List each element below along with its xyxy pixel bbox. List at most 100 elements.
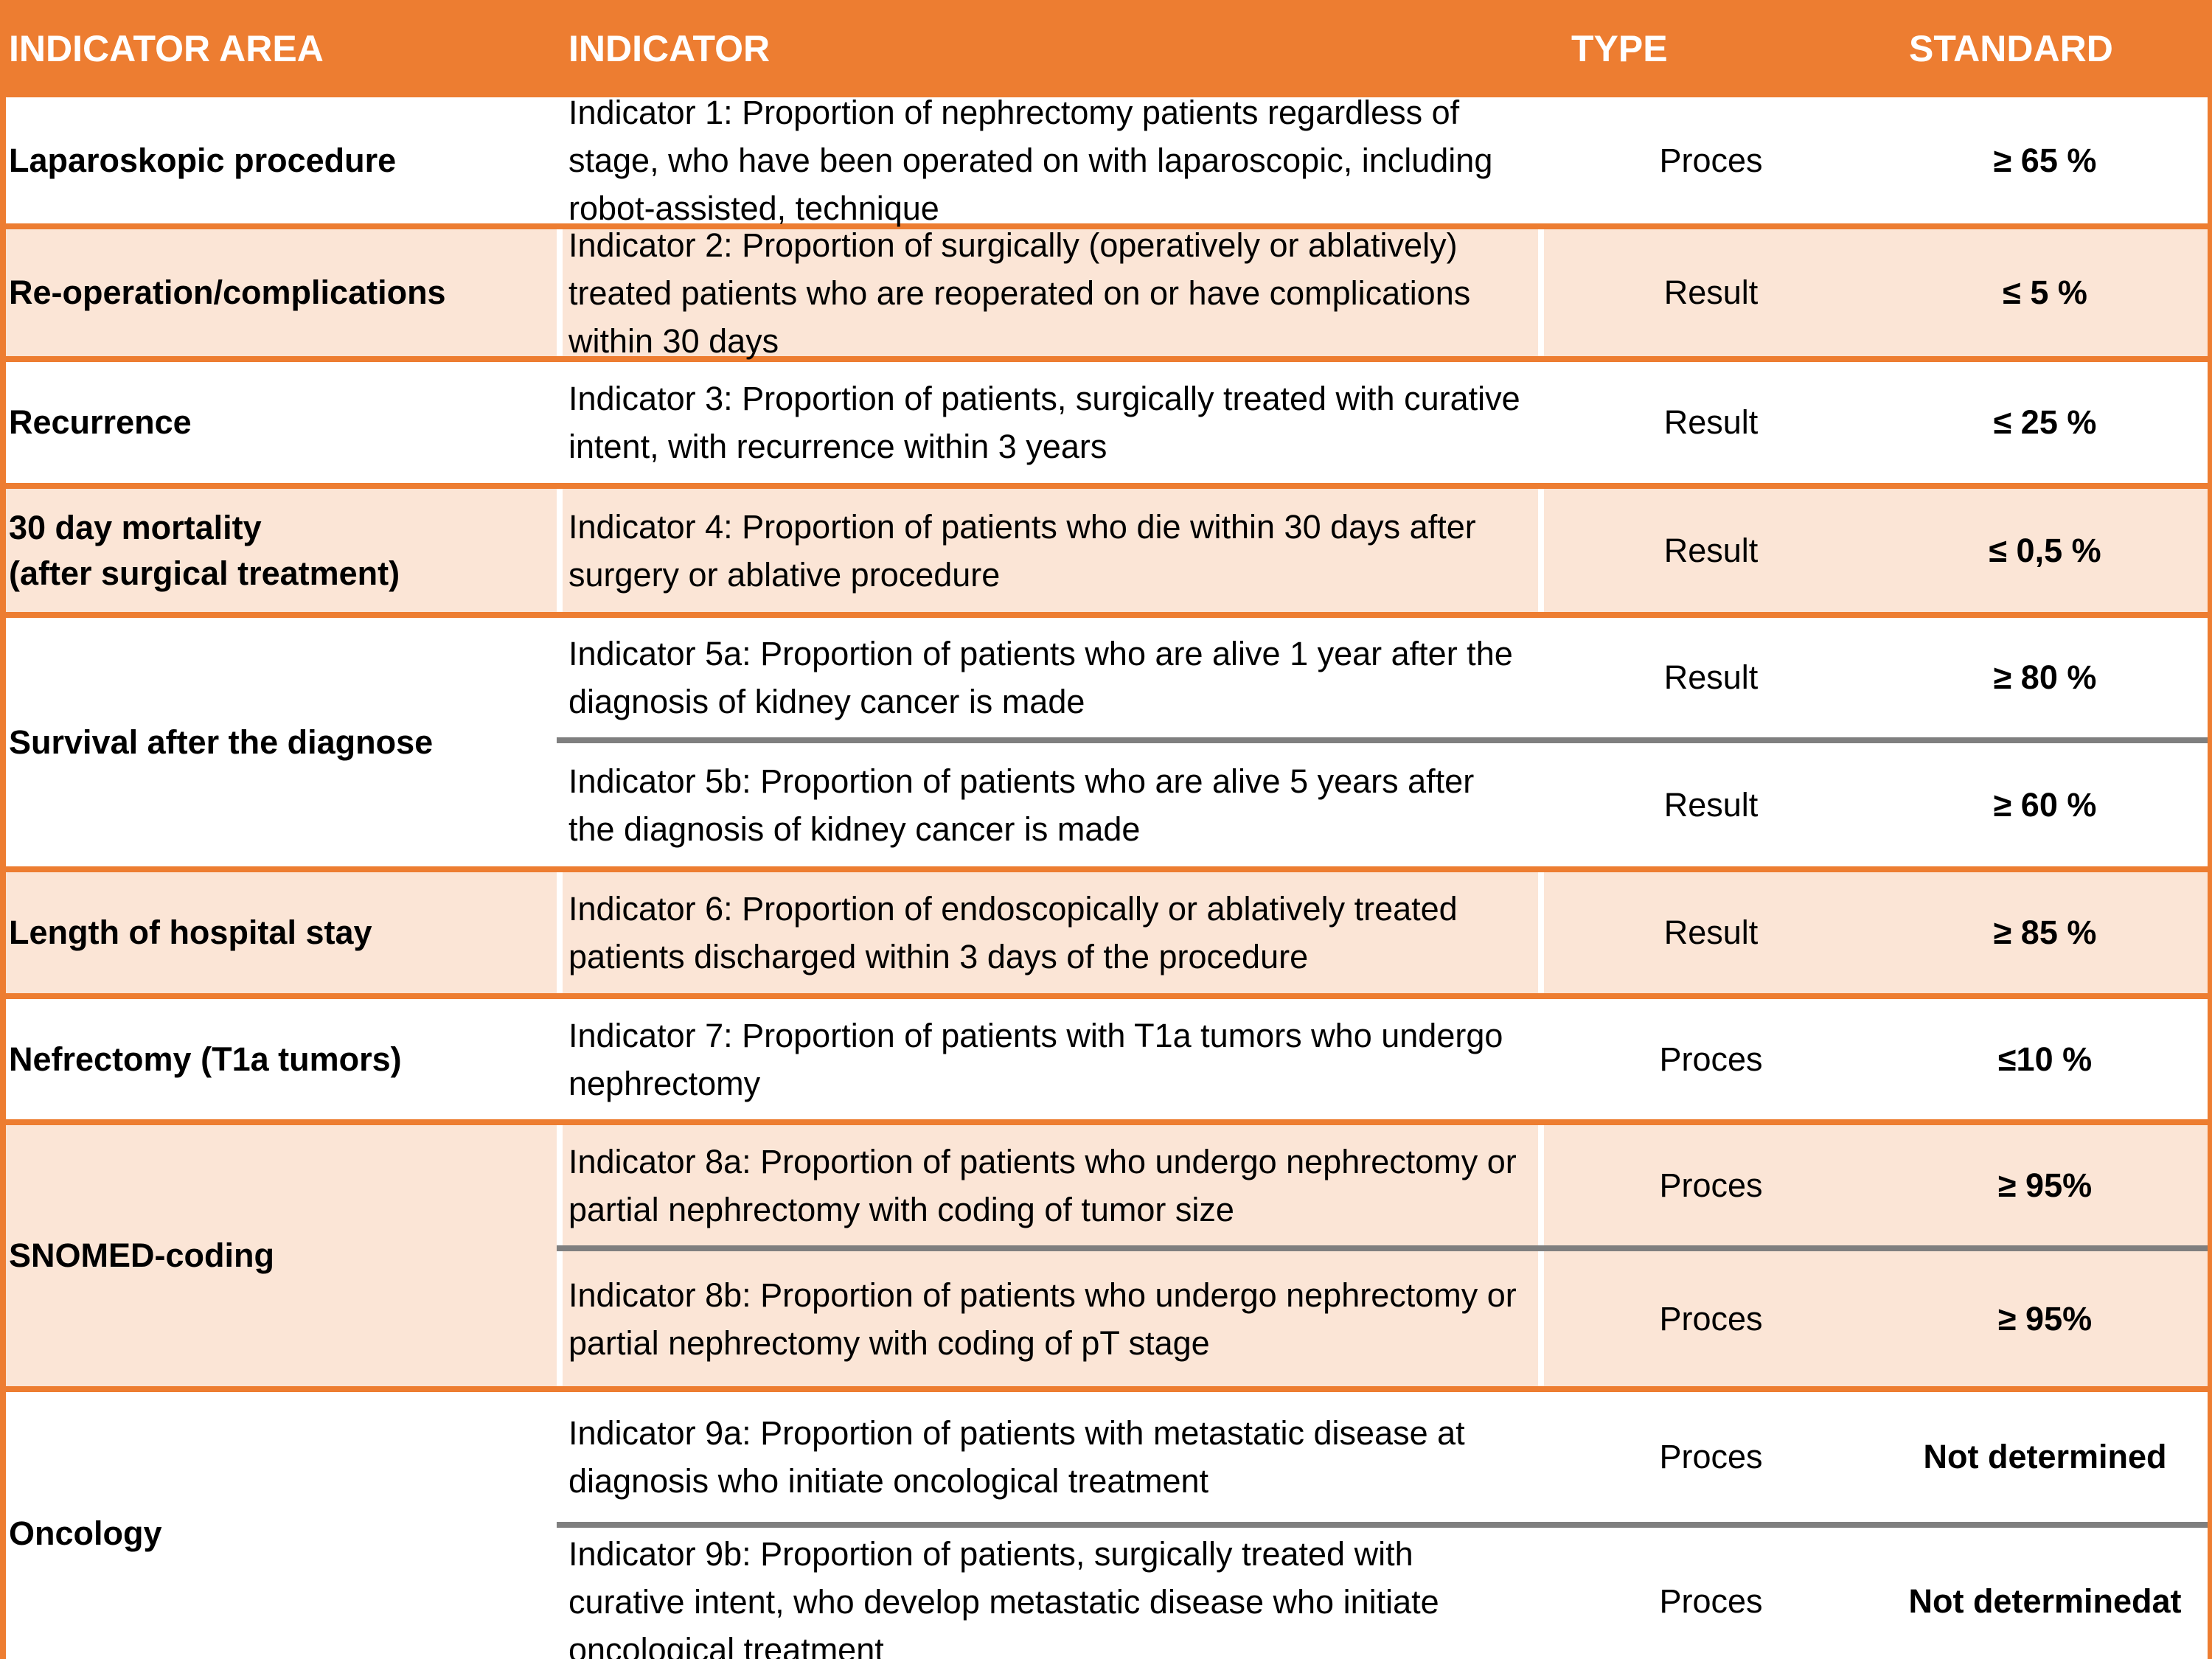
type-value: Proces (1659, 141, 1763, 179)
column-gap (1538, 1251, 1544, 1386)
standard-value: ≥ 95% (1997, 1299, 2093, 1338)
indicator-text: Indicator 9a: Proportion of patients wit… (563, 1392, 1538, 1522)
type-value: Proces (1659, 1299, 1763, 1338)
row-border (0, 483, 2212, 489)
indicator-text: Indicator 9b: Proportion of patients, su… (563, 1528, 1538, 1659)
indicator-text: Indicator 4: Proportion of patients who … (563, 489, 1538, 612)
subrow-divider (557, 737, 2212, 743)
standard-value: ≤ 25 % (1993, 403, 2097, 441)
column-gap (1538, 1392, 1544, 1522)
row-area-label: Length of hospital stay (0, 872, 557, 993)
column-gap (557, 489, 563, 612)
column-gap (1538, 618, 1544, 737)
row-area-label: Recurrence (0, 362, 557, 483)
column-gap (1538, 872, 1544, 993)
header-standard: STANDARD (1909, 28, 2113, 69)
column-gap (1538, 97, 1544, 223)
standard-value: Not determinedat (1908, 1582, 2182, 1620)
row-area-label: Survival after the diagnose (0, 618, 557, 866)
type-value: Proces (1659, 1582, 1763, 1620)
row-border (0, 356, 2212, 362)
table-row: Nefrectomy (T1a tumors) Indicator 7: Pro… (0, 999, 2212, 1119)
table-row: Re-operation/complications Indicator 2: … (0, 226, 2212, 360)
type-value: Proces (1659, 1166, 1763, 1204)
row-border (0, 866, 2212, 872)
column-gap (557, 743, 563, 866)
indicator-text: Indicator 6: Proportion of endoscopicall… (563, 872, 1538, 993)
column-gap (557, 1392, 563, 1522)
type-value: Result (1663, 658, 1759, 696)
type-value: Result (1663, 531, 1759, 569)
table-row: Laparoskopic procedure Indicator 1: Prop… (0, 94, 2212, 227)
header-indicator: INDICATOR (568, 28, 771, 69)
header-type: TYPE (1571, 28, 1668, 69)
row-border (0, 612, 2212, 618)
column-gap (1538, 362, 1544, 483)
table-header-row: INDICATOR AREA INDICATOR TYPE STANDARD (0, 0, 2212, 97)
indicator-text: Indicator 1: Proportion of nephrectomy p… (563, 94, 1538, 227)
indicator-text: Indicator 5b: Proportion of patients who… (563, 743, 1538, 866)
table-subrow: Indicator 9b: Proportion of patients, su… (557, 1528, 2212, 1659)
column-gap (557, 999, 563, 1119)
standard-value: ≤ 5 % (2003, 274, 2087, 311)
table-row-group: Oncology Indicator 9a: Proportion of pat… (0, 1392, 2212, 1659)
column-gap (1538, 489, 1544, 612)
column-gap (1538, 999, 1544, 1119)
column-gap (557, 1528, 563, 1659)
table-subrow: Indicator 5a: Proportion of patients who… (557, 618, 2212, 737)
indicator-text: Indicator 2: Proportion of surgically (o… (563, 226, 1538, 360)
row-area-label: 30 day mortality (after surgical treatme… (0, 489, 557, 612)
row-border (0, 1119, 2212, 1125)
column-gap (557, 872, 563, 993)
table-left-border (0, 0, 6, 1659)
table-row-group: SNOMED-coding Indicator 8a: Proportion o… (0, 1125, 2212, 1386)
standard-value: ≤10 % (1997, 1040, 2093, 1078)
standard-value: ≥ 95% (1997, 1166, 2093, 1204)
column-gap (557, 229, 563, 356)
indicator-text: Indicator 5a: Proportion of patients who… (563, 618, 1538, 737)
type-value: Proces (1659, 1040, 1763, 1078)
column-gap (1538, 743, 1544, 866)
type-value: Proces (1659, 1438, 1763, 1475)
standard-value: ≥ 85 % (1993, 914, 2097, 951)
row-area-label: Laparoskopic procedure (0, 97, 557, 223)
row-border (0, 993, 2212, 999)
indicator-text: Indicator 3: Proportion of patients, sur… (563, 362, 1538, 483)
table-row: Length of hospital stay Indicator 6: Pro… (0, 872, 2212, 993)
table-subrow: Indicator 8b: Proportion of patients who… (557, 1251, 2212, 1386)
column-gap (557, 1251, 563, 1386)
standard-value: ≥ 80 % (1993, 658, 2097, 696)
header-indicator-area: INDICATOR AREA (9, 28, 324, 69)
table-subrow: Indicator 9a: Proportion of patients wit… (557, 1392, 2212, 1522)
standard-value: ≤ 0,5 % (1989, 531, 2101, 569)
standard-value: Not determined (1923, 1438, 2167, 1475)
row-area-label: Re-operation/complications (0, 229, 557, 356)
row-border (0, 223, 2212, 229)
table-row-group: Survival after the diagnose Indicator 5a… (0, 618, 2212, 866)
row-area-label: Nefrectomy (T1a tumors) (0, 999, 557, 1119)
column-gap (557, 618, 563, 737)
row-border (0, 1386, 2212, 1392)
row-area-label: Oncology (0, 1392, 557, 1659)
table-subrow: Indicator 8a: Proportion of patients who… (557, 1125, 2212, 1245)
standard-value: ≥ 65 % (1993, 141, 2097, 179)
table-row: 30 day mortality (after surgical treatme… (0, 489, 2212, 612)
indicator-text: Indicator 8b: Proportion of patients who… (563, 1251, 1538, 1386)
column-gap (557, 362, 563, 483)
column-gap (557, 97, 563, 223)
column-gap (1538, 229, 1544, 356)
standard-value: ≥ 60 % (1993, 785, 2097, 824)
type-value: Result (1663, 914, 1759, 951)
indicator-text: Indicator 7: Proportion of patients with… (563, 999, 1538, 1119)
subrow-divider (557, 1245, 2212, 1251)
indicator-text: Indicator 8a: Proportion of patients who… (563, 1125, 1538, 1245)
table-subrow: Indicator 5b: Proportion of patients who… (557, 743, 2212, 866)
column-gap (1538, 1125, 1544, 1245)
table-right-border (2208, 0, 2212, 1659)
type-value: Result (1663, 403, 1759, 441)
type-value: Result (1663, 785, 1759, 824)
column-gap (557, 1125, 563, 1245)
table-row: Recurrence Indicator 3: Proportion of pa… (0, 362, 2212, 483)
row-area-label: SNOMED-coding (0, 1125, 557, 1386)
